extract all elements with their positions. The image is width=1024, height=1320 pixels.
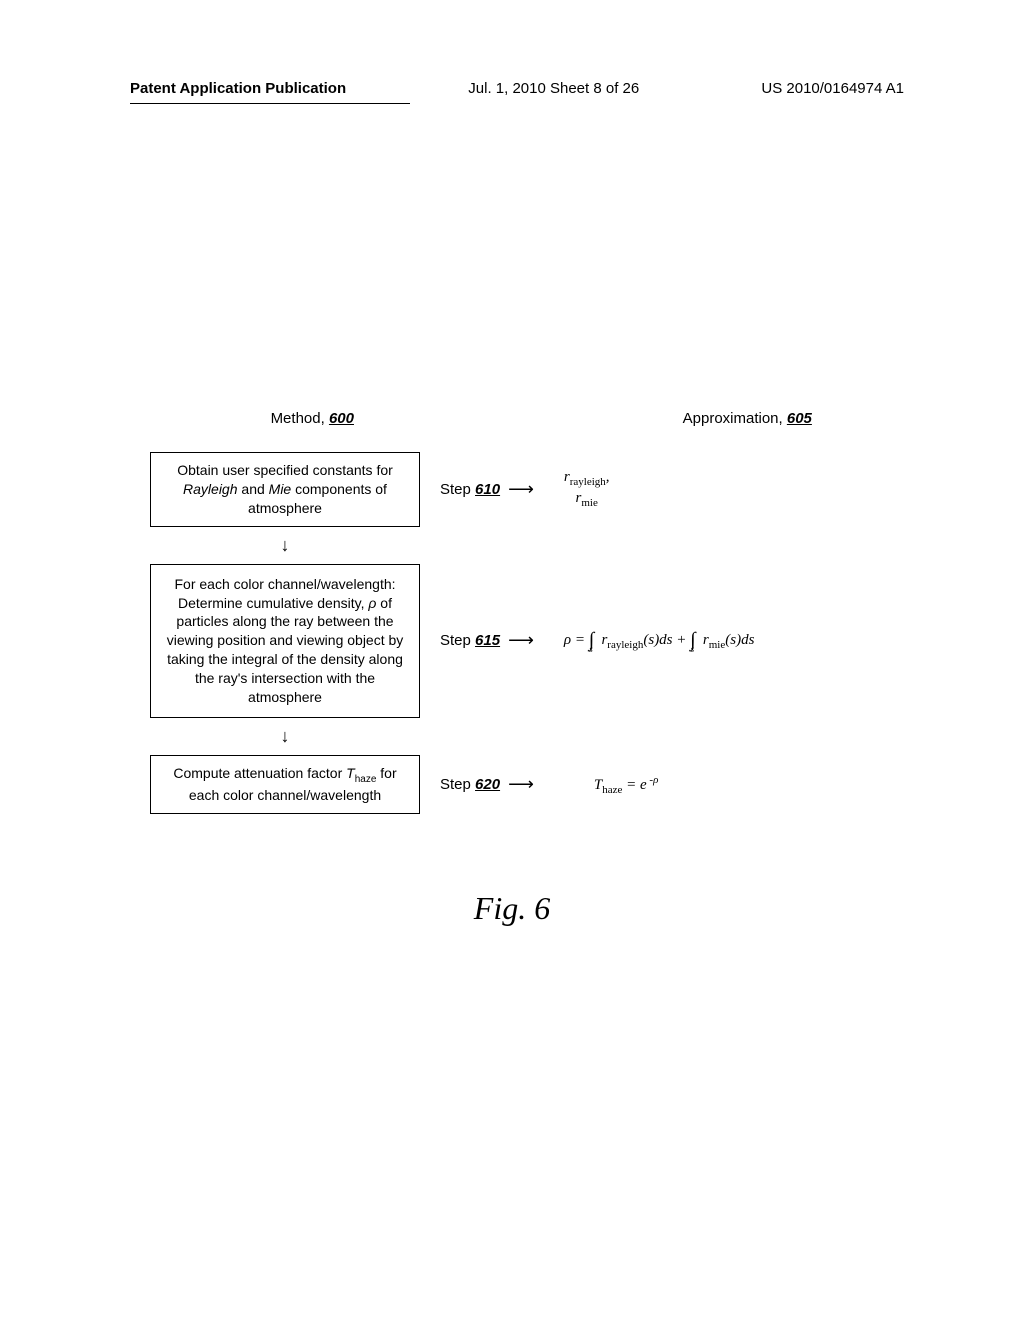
- step-box-610: Obtain user specified constants for Rayl…: [150, 452, 420, 527]
- arrow-down-icon: ↓: [281, 726, 290, 747]
- step-row-610: Obtain user specified constants for Rayl…: [150, 452, 900, 527]
- arrow-right-icon: ⟶: [508, 630, 534, 651]
- column-headers: Method, 600 Approximation, 605: [150, 410, 900, 427]
- connector-arrow-1: ↓: [150, 527, 420, 564]
- header-underline: [130, 103, 410, 104]
- approx-column-header: Approximation, 605: [595, 410, 900, 427]
- approx-number: 605: [787, 410, 812, 427]
- method-column-header: Method, 600: [150, 410, 475, 427]
- arrow-down-icon: ↓: [281, 535, 290, 556]
- method-label: Method,: [271, 410, 329, 427]
- header-middle-text: Jul. 1, 2010 Sheet 8 of 26: [468, 80, 639, 97]
- formula-620: Thaze = e -ρ: [594, 774, 659, 796]
- step-label-615: Step 615 ⟶: [440, 630, 534, 651]
- step-number: 610: [475, 481, 500, 498]
- step-label-620: Step 620 ⟶: [440, 774, 534, 795]
- formula-610: rrayleigh, rmie: [564, 468, 610, 510]
- step-box-620: Compute attenuation factor Thaze for eac…: [150, 755, 420, 814]
- figure-content: Method, 600 Approximation, 605 Obtain us…: [150, 410, 900, 814]
- step-number: 620: [475, 776, 500, 793]
- step-prefix: Step: [440, 632, 471, 649]
- step-label-610: Step 610 ⟶: [440, 479, 534, 500]
- approx-label: Approximation,: [683, 410, 787, 427]
- step-box-615: For each color channel/wavelength: Deter…: [150, 564, 420, 718]
- step-row-620: Compute attenuation factor Thaze for eac…: [150, 755, 900, 814]
- page-header: Patent Application Publication Jul. 1, 2…: [0, 80, 1024, 97]
- step-prefix: Step: [440, 776, 471, 793]
- formula-615: ρ = ∫s rrayleigh(s)ds + ∫s rmie(s)ds: [564, 629, 755, 652]
- step-number: 615: [475, 632, 500, 649]
- figure-label: Fig. 6: [0, 890, 1024, 927]
- header-left-text: Patent Application Publication: [130, 80, 346, 97]
- step-row-615: For each color channel/wavelength: Deter…: [150, 564, 900, 718]
- method-number: 600: [329, 410, 354, 427]
- arrow-right-icon: ⟶: [508, 479, 534, 500]
- step-prefix: Step: [440, 481, 471, 498]
- connector-arrow-2: ↓: [150, 718, 420, 755]
- arrow-right-icon: ⟶: [508, 774, 534, 795]
- header-right-text: US 2010/0164974 A1: [761, 80, 904, 97]
